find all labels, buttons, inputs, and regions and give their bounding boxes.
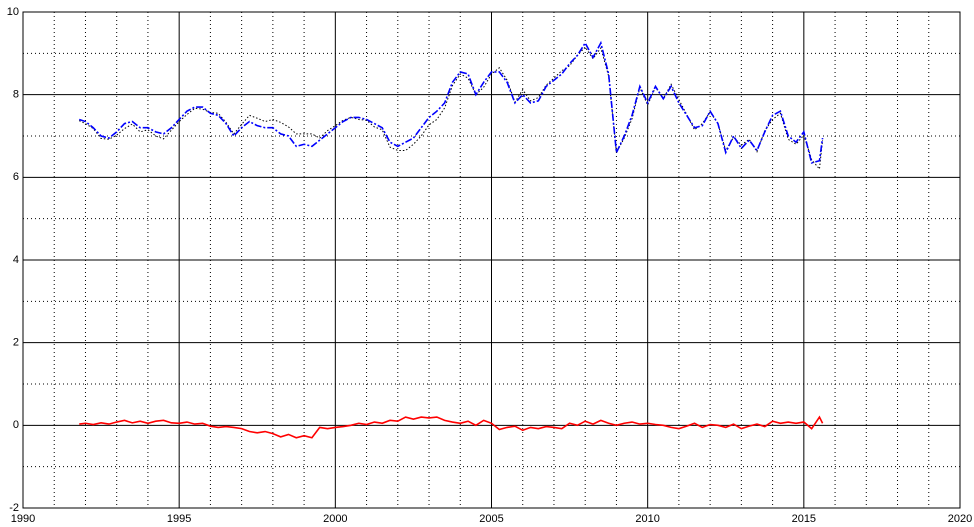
data-line [79,46,824,171]
data-line [78,40,824,164]
y-tick-label: 6 [13,171,19,183]
y-tick-label: 10 [7,6,19,18]
x-tick-label: 2000 [323,513,347,525]
x-tick-label: 2005 [479,513,503,525]
x-tick-label: 2010 [635,513,659,525]
y-tick-label: 0 [13,419,19,431]
y-tick-label: 8 [13,89,19,101]
y-tick-label: -2 [9,502,19,514]
x-tick-label: 2020 [948,513,972,525]
x-tick-label: 1995 [167,513,191,525]
data-line [79,415,824,439]
x-tick-label: 2015 [792,513,816,525]
x-tick-label: 1990 [11,513,35,525]
y-tick-label: 2 [13,337,19,349]
y-tick-label: 4 [13,254,19,266]
